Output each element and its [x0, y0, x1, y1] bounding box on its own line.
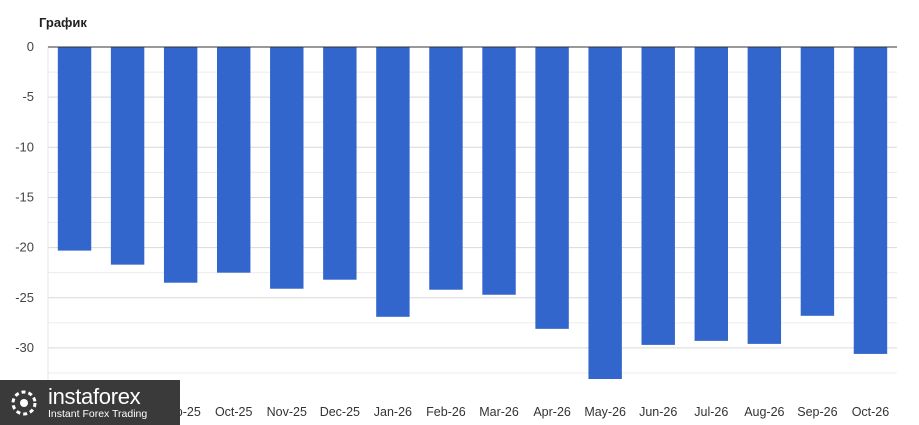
- y-axis-ticks: 0 -5 -10 -15 -20 -25 -30: [15, 39, 34, 355]
- bar-Apr-26: [535, 47, 569, 329]
- x-axis-ticks: Sep-25 Oct-25 Nov-25 Dec-25 Jan-26 Feb-26 Mar-…: [161, 405, 890, 419]
- bar-Jan-26: [376, 47, 410, 317]
- x-tick-label: May-26: [584, 405, 626, 419]
- bar-Oct-26: [853, 47, 888, 354]
- logo-name: instaforex: [48, 383, 141, 409]
- bars: [48, 46, 897, 379]
- bar-Jul-25: [57, 47, 92, 251]
- bar-Oct-25: [217, 47, 251, 273]
- bar-Jul-26: [694, 47, 728, 341]
- logo-mark-icon: [11, 390, 37, 415]
- x-tick-label: Oct-25: [215, 405, 253, 419]
- x-tick-label: Oct-26: [852, 405, 890, 419]
- y-tick-label: -15: [15, 189, 34, 204]
- bar-Aug-26: [747, 47, 782, 344]
- bar-Jun-26: [641, 47, 675, 345]
- x-tick-label: Mar-26: [479, 405, 519, 419]
- bar-Dec-25: [323, 47, 357, 280]
- y-tick-label: -20: [15, 240, 34, 255]
- x-tick-label: Nov-25: [267, 405, 307, 419]
- instaforex-logo: instaforex Instant Forex Trading: [0, 380, 180, 425]
- y-tick-label: -5: [22, 89, 34, 104]
- x-tick-label: Aug-26: [744, 405, 784, 419]
- y-tick-label: -30: [15, 340, 34, 355]
- x-tick-label: Sep-26: [797, 405, 837, 419]
- y-tick-label: -25: [15, 290, 34, 305]
- bar-Sep-26: [800, 47, 835, 316]
- chart-title: График: [39, 15, 87, 30]
- x-tick-label: Jun-26: [639, 405, 677, 419]
- bar-Mar-26: [482, 47, 516, 295]
- bar-Feb-26: [429, 47, 463, 290]
- logo-subtitle: Instant Forex Trading: [48, 407, 148, 420]
- bar-Nov-25: [270, 47, 304, 289]
- bar-Sep-25: [163, 47, 198, 283]
- y-tick-label: 0: [27, 39, 34, 54]
- bar-May-26: [588, 47, 622, 379]
- x-tick-label: Apr-26: [533, 405, 571, 419]
- bar-Aug-25: [110, 47, 145, 265]
- x-tick-label: Jan-26: [374, 405, 412, 419]
- y-tick-label: -10: [15, 139, 34, 154]
- x-tick-label: Feb-26: [426, 405, 466, 419]
- x-tick-label: Dec-25: [320, 405, 360, 419]
- x-tick-label: Jul-26: [694, 405, 728, 419]
